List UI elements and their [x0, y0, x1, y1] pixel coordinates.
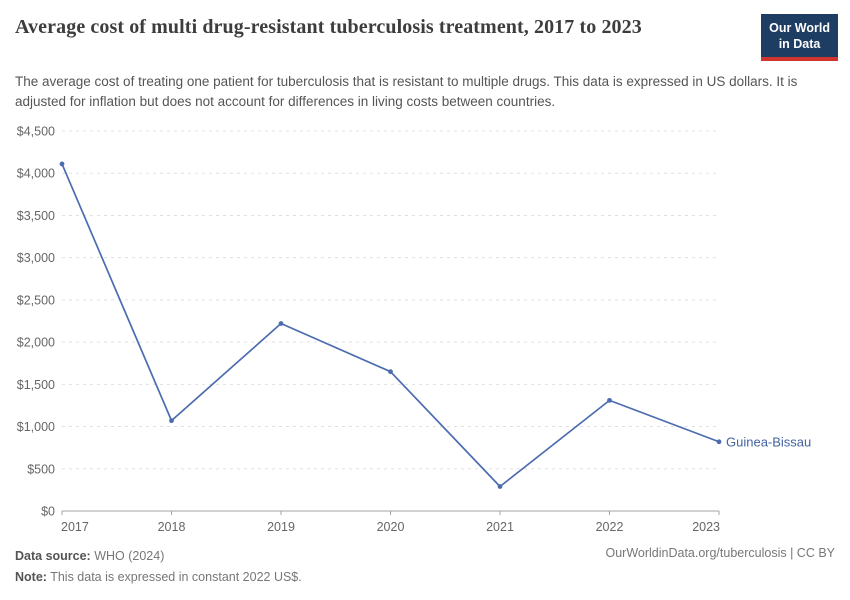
owid-logo-line1: Our World: [769, 21, 830, 35]
y-axis-tick-label: $0: [41, 505, 55, 519]
data-point: [607, 397, 612, 403]
y-axis-tick-label: $500: [27, 462, 55, 476]
x-axis-tick-label: 2021: [486, 520, 514, 534]
data-source-label: Data source:: [15, 549, 91, 563]
x-axis-tick-label: 2018: [158, 520, 186, 534]
data-point: [388, 369, 393, 375]
y-axis-tick-label: $1,000: [17, 420, 55, 434]
data-point: [59, 161, 65, 167]
x-axis-tick-label: 2023: [692, 520, 720, 534]
x-axis-tick-label: 2020: [377, 520, 405, 534]
note-label: Note:: [15, 570, 47, 585]
owid-logo: Our World in Data: [761, 14, 838, 61]
y-axis-tick-label: $1,500: [17, 378, 55, 392]
y-axis-tick-label: $2,000: [17, 336, 55, 350]
data-source-value: WHO (2024): [90, 549, 165, 563]
note-value: This data is expressed in constant 2022 …: [46, 570, 302, 585]
x-axis-tick-label: 2017: [61, 520, 89, 534]
y-axis-tick-label: $4,500: [17, 125, 55, 139]
y-axis-tick-label: $3,500: [17, 209, 55, 223]
y-axis-tick-label: $3,000: [17, 251, 55, 265]
data-point: [716, 439, 722, 445]
note-line: Note: This data is expressed in constant…: [15, 567, 302, 588]
chart-footer-left: Data source: WHO (2024) Note: This data …: [15, 546, 302, 589]
owid-logo-line2: in Data: [778, 37, 821, 51]
chart-subtitle: The average cost of treating one patient…: [15, 74, 798, 110]
chart-title: Average cost of multi drug-resistant tub…: [15, 16, 642, 38]
chart-footer-citation: OurWorldinData.org/tuberculosis | CC BY: [605, 546, 836, 560]
y-axis-tick-label: $4,000: [17, 167, 55, 181]
data-line: [61, 163, 720, 488]
series-label: Guinea-Bissau: [726, 434, 811, 449]
x-axis-tick-label: 2019: [267, 520, 295, 534]
data-point: [278, 321, 284, 326]
data-point: [169, 418, 174, 424]
x-axis-tick-label: 2022: [596, 520, 624, 534]
data-source-line: Data source: WHO (2024): [15, 546, 302, 567]
data-point: [497, 484, 503, 489]
y-axis-tick-label: $2,500: [17, 293, 55, 307]
